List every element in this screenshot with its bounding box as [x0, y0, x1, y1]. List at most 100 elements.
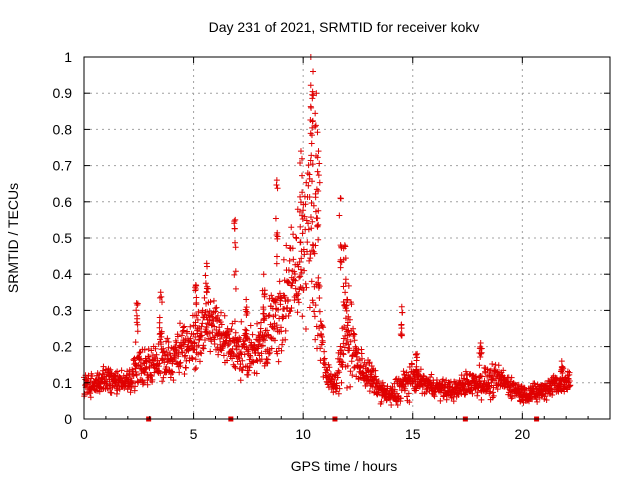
- data-point: [266, 349, 273, 356]
- data-point: [296, 258, 303, 265]
- data-point: [203, 313, 210, 320]
- data-point: [261, 315, 268, 322]
- data-point: [306, 257, 313, 264]
- data-point: [204, 331, 211, 338]
- data-point: [136, 349, 143, 356]
- data-point: [337, 264, 344, 271]
- data-point: [302, 280, 309, 287]
- x-tick-label: 10: [295, 426, 311, 442]
- data-point: [181, 353, 188, 360]
- data-point: [229, 345, 236, 352]
- data-point: [483, 386, 490, 393]
- data-point: [403, 369, 410, 376]
- data-point: [307, 103, 314, 110]
- data-point: [296, 274, 303, 281]
- data-point: [156, 294, 163, 301]
- data-point: [494, 386, 501, 393]
- data-point: [439, 376, 446, 383]
- data-point: [285, 267, 292, 274]
- data-point: [293, 235, 300, 242]
- data-point: [340, 283, 347, 290]
- data-point: [207, 348, 214, 355]
- data-point: [280, 256, 287, 263]
- data-point: [364, 373, 371, 380]
- data-point: [340, 351, 347, 358]
- data-point: [343, 302, 350, 309]
- data-points: [81, 54, 574, 409]
- data-point: [335, 390, 342, 397]
- data-point: [357, 364, 364, 371]
- data-point: [406, 399, 413, 406]
- data-point: [275, 358, 282, 365]
- x-axis-ticks: 0 5 10 15 20: [80, 57, 589, 442]
- data-point: [292, 234, 299, 241]
- x-tick-label: 0: [80, 426, 88, 442]
- data-point: [273, 260, 280, 267]
- x-tick-label: 15: [405, 426, 421, 442]
- data-point: [320, 356, 327, 363]
- y-tick-label: 0: [64, 411, 72, 427]
- data-point: [273, 253, 280, 260]
- data-point: [141, 346, 148, 353]
- data-point: [314, 129, 321, 136]
- data-point: [181, 371, 188, 378]
- data-point: [132, 339, 139, 346]
- data-point: [171, 352, 178, 359]
- data-point: [149, 376, 156, 383]
- data-point: [167, 350, 174, 357]
- data-point: [564, 368, 571, 375]
- data-point: [314, 215, 321, 222]
- data-point: [163, 363, 170, 370]
- data-point: [178, 345, 185, 352]
- data-point: [549, 391, 556, 398]
- data-point: [157, 289, 164, 296]
- data-point: [340, 335, 347, 342]
- data-point: [538, 392, 545, 399]
- data-point: [311, 250, 318, 257]
- data-point: [178, 332, 185, 339]
- data-point: [277, 301, 284, 308]
- data-point: [237, 336, 244, 343]
- data-point: [278, 347, 285, 354]
- data-point: [315, 188, 322, 195]
- data-point: [397, 331, 404, 338]
- data-point: [159, 356, 166, 363]
- data-point: [184, 328, 191, 335]
- data-point: [218, 321, 225, 328]
- data-point: [337, 258, 344, 265]
- data-point: [304, 170, 311, 177]
- data-point: [461, 383, 468, 390]
- data-point: [264, 327, 271, 334]
- y-tick-label: 0.1: [53, 375, 73, 391]
- data-point: [428, 371, 435, 378]
- data-point: [281, 294, 288, 301]
- data-point: [87, 390, 94, 397]
- data-point: [458, 372, 465, 379]
- data-point: [298, 155, 305, 162]
- data-point: [314, 154, 321, 161]
- data-point: [297, 193, 304, 200]
- data-point: [251, 342, 258, 349]
- data-point: [268, 292, 275, 299]
- data-point: [309, 161, 316, 168]
- data-point: [408, 361, 415, 368]
- data-point: [231, 225, 238, 232]
- data-point: [312, 122, 319, 129]
- data-point: [315, 148, 322, 155]
- data-point: [533, 396, 540, 403]
- data-point: [292, 285, 299, 292]
- data-point: [159, 378, 166, 385]
- data-point: [165, 338, 172, 345]
- data-point: [366, 388, 373, 395]
- data-point: [203, 260, 210, 267]
- data-point: [265, 312, 272, 319]
- x-tick-label: 20: [515, 426, 531, 442]
- data-point: [281, 305, 288, 312]
- data-point: [232, 364, 239, 371]
- data-point: [298, 212, 305, 219]
- data-point: [232, 329, 239, 336]
- data-point: [242, 326, 249, 333]
- data-point: [278, 295, 285, 302]
- data-point: [245, 371, 252, 378]
- data-point: [189, 354, 196, 361]
